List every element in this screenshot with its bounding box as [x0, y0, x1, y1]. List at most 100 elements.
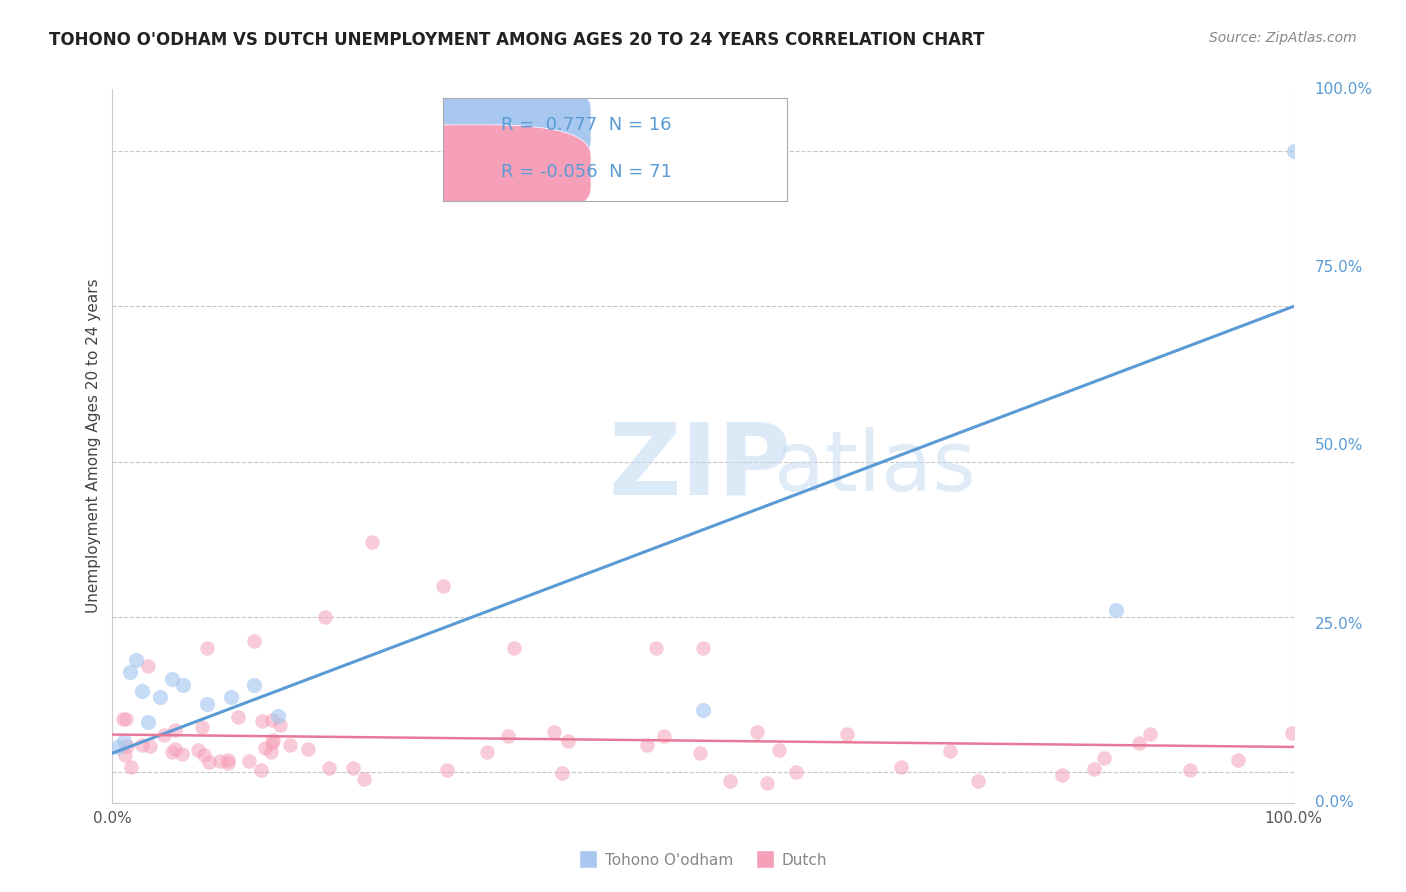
Point [252, 714, 274, 729]
Point [197, 755, 219, 769]
Point [269, 718, 291, 732]
Point [652, 729, 675, 743]
Point [1227, 753, 1250, 767]
Point [120, 665, 142, 680]
Point [115, 712, 138, 726]
Point [267, 709, 290, 723]
Point [475, 745, 498, 759]
Point [361, 535, 384, 549]
Point [689, 746, 711, 760]
Point [260, 736, 283, 750]
Text: 50.0%: 50.0% [1315, 439, 1362, 453]
Point [195, 640, 218, 655]
Text: Source: ZipAtlas.com: Source: ZipAtlas.com [1209, 31, 1357, 45]
Point [967, 774, 990, 789]
Point [136, 659, 159, 673]
Legend: Tohono O'odham, Dutch: Tohono O'odham, Dutch [572, 847, 834, 873]
Text: ZIP: ZIP [609, 419, 792, 516]
Point [136, 715, 159, 730]
Text: 25.0%: 25.0% [1315, 617, 1362, 632]
Point [253, 741, 276, 756]
Point [1281, 726, 1303, 740]
Text: 75.0%: 75.0% [1315, 260, 1362, 275]
Point [503, 640, 526, 655]
Point [260, 745, 283, 759]
Point [187, 743, 209, 757]
Point [131, 684, 153, 698]
Point [280, 738, 302, 752]
Point [1105, 603, 1128, 617]
Point [226, 710, 249, 724]
Point [1139, 727, 1161, 741]
Point [139, 739, 162, 754]
Text: 0.0%: 0.0% [1315, 796, 1354, 810]
Point [1092, 750, 1115, 764]
Point [835, 727, 858, 741]
Point [890, 760, 912, 774]
Point [557, 734, 579, 748]
Point [1128, 735, 1150, 749]
Point [262, 732, 284, 747]
Point [217, 753, 239, 767]
Point [353, 772, 375, 786]
Point [1178, 763, 1201, 777]
Point [1282, 145, 1305, 159]
Point [755, 776, 778, 790]
Point [243, 634, 266, 648]
Point [785, 765, 807, 780]
Point [436, 764, 458, 778]
Text: 100.0%: 100.0% [1315, 82, 1372, 96]
Point [172, 678, 194, 692]
Point [195, 697, 218, 711]
Point [318, 761, 340, 775]
Text: TOHONO O'ODHAM VS DUTCH UNEMPLOYMENT AMONG AGES 20 TO 24 YEARS CORRELATION CHART: TOHONO O'ODHAM VS DUTCH UNEMPLOYMENT AMO… [49, 31, 984, 49]
Y-axis label: Unemployment Among Ages 20 to 24 years: Unemployment Among Ages 20 to 24 years [86, 278, 101, 614]
Point [243, 678, 266, 692]
FancyBboxPatch shape [350, 125, 591, 219]
Point [718, 774, 741, 789]
Point [152, 728, 174, 742]
Point [120, 760, 142, 774]
Point [160, 672, 183, 686]
Point [250, 763, 273, 777]
Text: atlas: atlas [773, 427, 976, 508]
FancyBboxPatch shape [350, 78, 591, 172]
Point [692, 640, 714, 655]
Point [543, 724, 565, 739]
Point [238, 754, 260, 768]
Point [163, 742, 186, 756]
Point [297, 742, 319, 756]
Point [432, 579, 454, 593]
Point [551, 765, 574, 780]
Point [314, 609, 336, 624]
Point [160, 745, 183, 759]
Point [131, 739, 153, 753]
Point [107, 739, 129, 754]
Point [191, 720, 214, 734]
Point [768, 743, 790, 757]
Text: R = -0.056  N = 71: R = -0.056 N = 71 [502, 163, 672, 181]
Point [170, 747, 193, 762]
Point [262, 714, 284, 728]
Point [114, 747, 136, 762]
Point [193, 748, 215, 763]
Point [217, 756, 239, 770]
Point [112, 733, 135, 747]
Point [1050, 768, 1073, 782]
Point [692, 703, 714, 717]
Point [219, 690, 242, 705]
Text: R =  0.777  N = 16: R = 0.777 N = 16 [502, 116, 672, 134]
Point [125, 653, 148, 667]
Point [115, 739, 138, 753]
Point [636, 738, 658, 752]
Point [747, 724, 769, 739]
Point [939, 744, 962, 758]
Point [496, 729, 519, 743]
Point [149, 690, 172, 705]
Point [1083, 762, 1105, 776]
Point [342, 762, 364, 776]
Point [208, 754, 231, 768]
Point [165, 723, 187, 738]
Point [644, 640, 666, 655]
Point [111, 712, 134, 726]
